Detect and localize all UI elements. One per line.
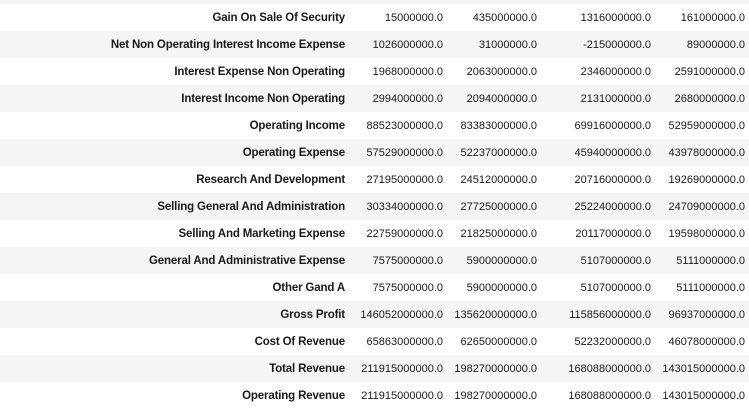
row-value-col2: 198270000000.0 — [454, 389, 537, 402]
table-body: Gain On Sale Of Security 15000000.0 4350… — [0, 4, 749, 409]
table-row[interactable]: Interest Income Non Operating 2994000000… — [0, 85, 749, 112]
row-value-col2: 62650000000.0 — [460, 335, 537, 348]
row-value-col2: 83383000000.0 — [460, 119, 537, 132]
row-value-col2: 27725000000.0 — [460, 200, 537, 213]
row-value-col3: 69916000000.0 — [574, 119, 651, 132]
row-value-col1: 15000000.0 — [384, 11, 443, 24]
row-label: Other Gand A — [272, 281, 345, 294]
row-value-col2: 24512000000.0 — [460, 173, 537, 186]
row-value-col3: 45940000000.0 — [574, 146, 651, 159]
row-label: Gain On Sale Of Security — [212, 11, 345, 24]
row-label: Total Revenue — [269, 362, 345, 375]
row-value-col3: 52232000000.0 — [574, 335, 651, 348]
table-row[interactable]: Selling General And Administration 30334… — [0, 193, 749, 220]
row-value-col1: 57529000000.0 — [366, 146, 443, 159]
row-label: Operating Revenue — [242, 389, 345, 402]
row-value-col4: 143015000000.0 — [662, 389, 745, 402]
row-label: General And Administrative Expense — [149, 254, 345, 267]
row-value-col4: 52959000000.0 — [668, 119, 745, 132]
row-value-col3: 5107000000.0 — [580, 254, 651, 267]
row-value-col4: 24709000000.0 — [668, 200, 745, 213]
row-label: Operating Income — [249, 119, 346, 132]
row-value-col3: 2346000000.0 — [580, 65, 651, 78]
row-label: Interest Income Non Operating — [181, 92, 345, 105]
row-value-col2: 198270000000.0 — [454, 362, 537, 375]
table-row[interactable]: Net Non Operating Interest Income Expens… — [0, 31, 749, 58]
table-row[interactable]: Total Revenue 211915000000.0 19827000000… — [0, 355, 749, 382]
row-value-col3: 2131000000.0 — [580, 92, 651, 105]
row-value-col3: 25224000000.0 — [574, 200, 651, 213]
row-value-col3: 20716000000.0 — [574, 173, 651, 186]
row-value-col2: 5900000000.0 — [466, 254, 537, 267]
row-value-col2: 5900000000.0 — [466, 281, 537, 294]
row-value-col4: 96937000000.0 — [668, 308, 745, 321]
row-value-col3: 168088000000.0 — [568, 362, 651, 375]
row-label: Cost Of Revenue — [254, 335, 346, 348]
row-value-col1: 30334000000.0 — [366, 200, 443, 213]
row-value-col4: 46078000000.0 — [668, 335, 745, 348]
row-label: Selling General And Administration — [157, 200, 345, 213]
row-value-col1: 2994000000.0 — [372, 92, 443, 105]
table-row[interactable]: Selling And Marketing Expense 2275900000… — [0, 220, 749, 247]
row-value-col3: 1316000000.0 — [580, 11, 651, 24]
row-value-col4: 143015000000.0 — [662, 362, 745, 375]
row-label: Selling And Marketing Expense — [178, 227, 346, 240]
row-value-col4: 2591000000.0 — [674, 65, 745, 78]
table-row[interactable]: Research And Development 27195000000.0 2… — [0, 166, 749, 193]
row-value-col1: 7575000000.0 — [372, 254, 443, 267]
row-value-col2: 21825000000.0 — [460, 227, 537, 240]
table-row[interactable]: Gross Profit 146052000000.0 135620000000… — [0, 301, 749, 328]
row-value-col3: 168088000000.0 — [568, 389, 651, 402]
row-value-col1: 7575000000.0 — [372, 281, 443, 294]
row-value-col2: 435000000.0 — [472, 11, 537, 24]
row-value-col1: 22759000000.0 — [366, 227, 443, 240]
row-label: Net Non Operating Interest Income Expens… — [110, 38, 345, 51]
row-value-col3: -215000000.0 — [583, 38, 651, 51]
table-row[interactable]: Operating Revenue 211915000000.0 1982700… — [0, 382, 749, 409]
table-row[interactable]: Other Gand A 7575000000.0 5900000000.0 5… — [0, 274, 749, 301]
previous-row-partial-strip — [0, 0, 749, 4]
row-value-col4: 2680000000.0 — [674, 92, 745, 105]
row-value-col2: 135620000000.0 — [454, 308, 537, 321]
row-value-col2: 31000000.0 — [478, 38, 537, 51]
row-value-col1: 65863000000.0 — [366, 335, 443, 348]
row-value-col4: 43978000000.0 — [668, 146, 745, 159]
row-label: Research And Development — [196, 173, 345, 186]
table-row[interactable]: General And Administrative Expense 75750… — [0, 247, 749, 274]
row-value-col1: 1026000000.0 — [372, 38, 443, 51]
row-value-col3: 20117000000.0 — [575, 227, 651, 240]
table-row[interactable]: Cost Of Revenue 65863000000.0 6265000000… — [0, 328, 749, 355]
row-value-col2: 2063000000.0 — [466, 65, 537, 78]
row-label: Operating Expense — [242, 146, 345, 159]
row-value-col3: 115856000000.0 — [569, 308, 651, 321]
row-value-col4: 5111000000.0 — [676, 281, 745, 294]
row-value-col1: 211915000000.0 — [361, 389, 443, 402]
row-value-col1: 88523000000.0 — [366, 119, 443, 132]
table-row[interactable]: Operating Expense 57529000000.0 52237000… — [0, 139, 749, 166]
row-value-col4: 5111000000.0 — [676, 254, 745, 267]
table-row[interactable]: Gain On Sale Of Security 15000000.0 4350… — [0, 4, 749, 31]
table-row[interactable]: Operating Income 88523000000.0 833830000… — [0, 112, 749, 139]
row-value-col4: 19269000000.0 — [668, 173, 745, 186]
row-value-col4: 161000000.0 — [680, 11, 745, 24]
row-value-col2: 52237000000.0 — [460, 146, 537, 159]
row-value-col1: 1968000000.0 — [372, 65, 443, 78]
row-value-col2: 2094000000.0 — [466, 92, 537, 105]
row-value-col4: 89000000.0 — [686, 38, 745, 51]
row-value-col1: 146052000000.0 — [360, 308, 443, 321]
row-value-col4: 19598000000.0 — [668, 227, 745, 240]
row-label: Interest Expense Non Operating — [174, 65, 345, 78]
table-row[interactable]: Interest Expense Non Operating 196800000… — [0, 58, 749, 85]
row-label: Gross Profit — [280, 308, 345, 321]
row-value-col3: 5107000000.0 — [580, 281, 651, 294]
row-value-col1: 27195000000.0 — [366, 173, 443, 186]
row-value-col1: 211915000000.0 — [361, 362, 443, 375]
